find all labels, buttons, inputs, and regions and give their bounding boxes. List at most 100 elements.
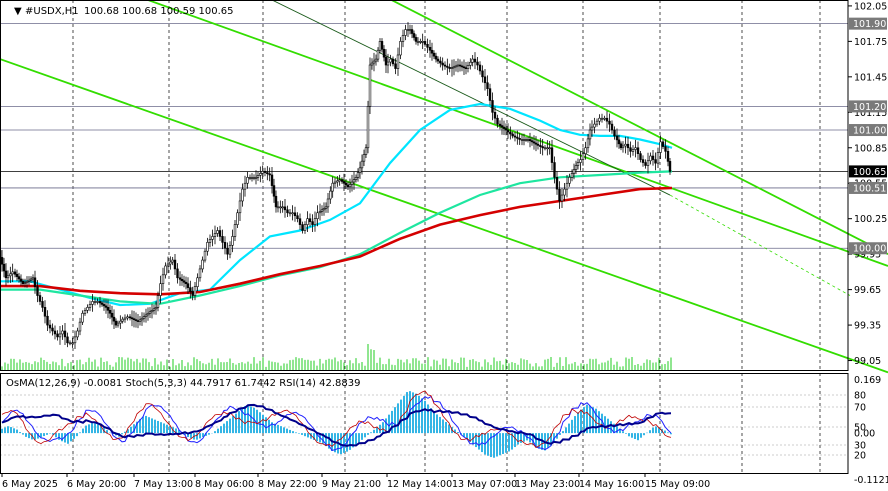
candle-body <box>483 76 487 84</box>
candle-body <box>368 64 372 107</box>
candle-body <box>473 58 477 63</box>
candle-body <box>198 268 202 279</box>
candle-body <box>61 330 64 335</box>
candle-body <box>126 316 129 319</box>
candle-body <box>263 171 267 173</box>
candle-body <box>656 152 660 164</box>
candle-body <box>218 230 222 237</box>
channel-line[interactable] <box>380 0 888 255</box>
candle-body <box>605 117 609 122</box>
candle-body <box>9 273 12 277</box>
candle-body <box>96 301 99 303</box>
price-level-label: 101.00 <box>853 126 886 137</box>
candle-body <box>608 120 611 125</box>
candle-body <box>358 167 362 173</box>
candle-body <box>142 316 146 319</box>
candle-body <box>15 273 19 277</box>
candle-body <box>553 162 556 178</box>
candle-body <box>100 302 104 305</box>
candle-body <box>326 198 330 208</box>
candle-body <box>288 212 292 215</box>
candle-body <box>169 261 172 265</box>
candle-body <box>520 139 524 141</box>
candle-body <box>629 147 632 152</box>
channel-line[interactable] <box>669 194 851 296</box>
candle-body <box>303 224 307 231</box>
candle-body <box>511 133 514 137</box>
candle-body <box>581 153 585 160</box>
candle-body <box>376 49 380 60</box>
candle-body <box>238 200 242 214</box>
candle-body <box>346 184 350 188</box>
candle-body <box>664 146 667 152</box>
candle-body <box>516 136 519 139</box>
candle-body <box>56 333 59 338</box>
candle-body <box>140 317 144 321</box>
candle-body <box>626 143 630 149</box>
candle-body <box>144 314 148 317</box>
candle-body <box>211 236 214 240</box>
rsi-line[interactable] <box>1 403 672 447</box>
x-tick-label: 7 May 13:00 <box>134 479 193 490</box>
candle-body <box>301 224 304 231</box>
candle-body <box>178 277 182 280</box>
candle-body <box>108 310 112 314</box>
channel-line[interactable] <box>0 58 888 374</box>
candle-body <box>636 147 640 154</box>
candle-body <box>502 126 506 129</box>
candle-body <box>268 173 271 176</box>
x-tick-label: 15 May 09:00 <box>645 479 710 490</box>
candle-body <box>414 37 418 42</box>
candle-body <box>184 281 188 285</box>
price-level-tag <box>849 242 887 255</box>
candle-body <box>166 263 170 267</box>
candle-body <box>598 117 601 122</box>
candle-body <box>498 123 502 126</box>
candle-body <box>458 64 462 67</box>
candle-body <box>176 268 179 279</box>
candle-body <box>43 307 47 317</box>
candle-body <box>130 317 134 320</box>
candle-body <box>216 230 219 234</box>
candle-body <box>71 342 74 345</box>
level-label: 50 <box>854 423 866 434</box>
candle-body <box>481 70 484 78</box>
x-tick-label: 13 May 23:00 <box>515 479 580 490</box>
y-tick-label: 101.15 <box>854 108 887 119</box>
candle-body <box>159 283 162 296</box>
channel-line[interactable] <box>260 0 671 196</box>
candle-body <box>182 280 186 283</box>
candle-body <box>469 61 472 66</box>
y-tick-label: 100.85 <box>854 143 887 154</box>
candle-body <box>419 41 422 43</box>
candle-body <box>86 307 89 311</box>
candle-body <box>576 162 580 166</box>
candle-body <box>25 281 29 283</box>
candle-body <box>534 142 538 145</box>
indicator-panel[interactable] <box>0 373 848 473</box>
candle-body <box>584 147 587 154</box>
candle-body <box>593 123 596 128</box>
candle-body <box>432 52 436 57</box>
candle-body <box>572 169 576 174</box>
candle-body <box>173 259 177 270</box>
candle-body <box>213 233 217 237</box>
candle-body <box>659 141 662 153</box>
moving-average-fast_ma[interactable] <box>0 102 673 307</box>
candle-body <box>306 218 309 225</box>
stoch-signal-line[interactable] <box>1 395 672 451</box>
candle-body <box>370 62 374 66</box>
channel-line[interactable] <box>0 0 888 267</box>
moving-average-slow_ma[interactable] <box>0 186 673 296</box>
candle-body <box>543 147 547 150</box>
candle-body <box>426 44 429 48</box>
candle-body <box>448 67 451 69</box>
candle-body <box>651 155 655 160</box>
candle-body <box>586 138 590 149</box>
candle-body <box>193 286 197 296</box>
candle-body <box>138 319 142 322</box>
candle-body <box>579 159 582 163</box>
osma-axis-label: 0.00 <box>854 429 875 440</box>
main-price-panel[interactable] <box>0 0 888 374</box>
